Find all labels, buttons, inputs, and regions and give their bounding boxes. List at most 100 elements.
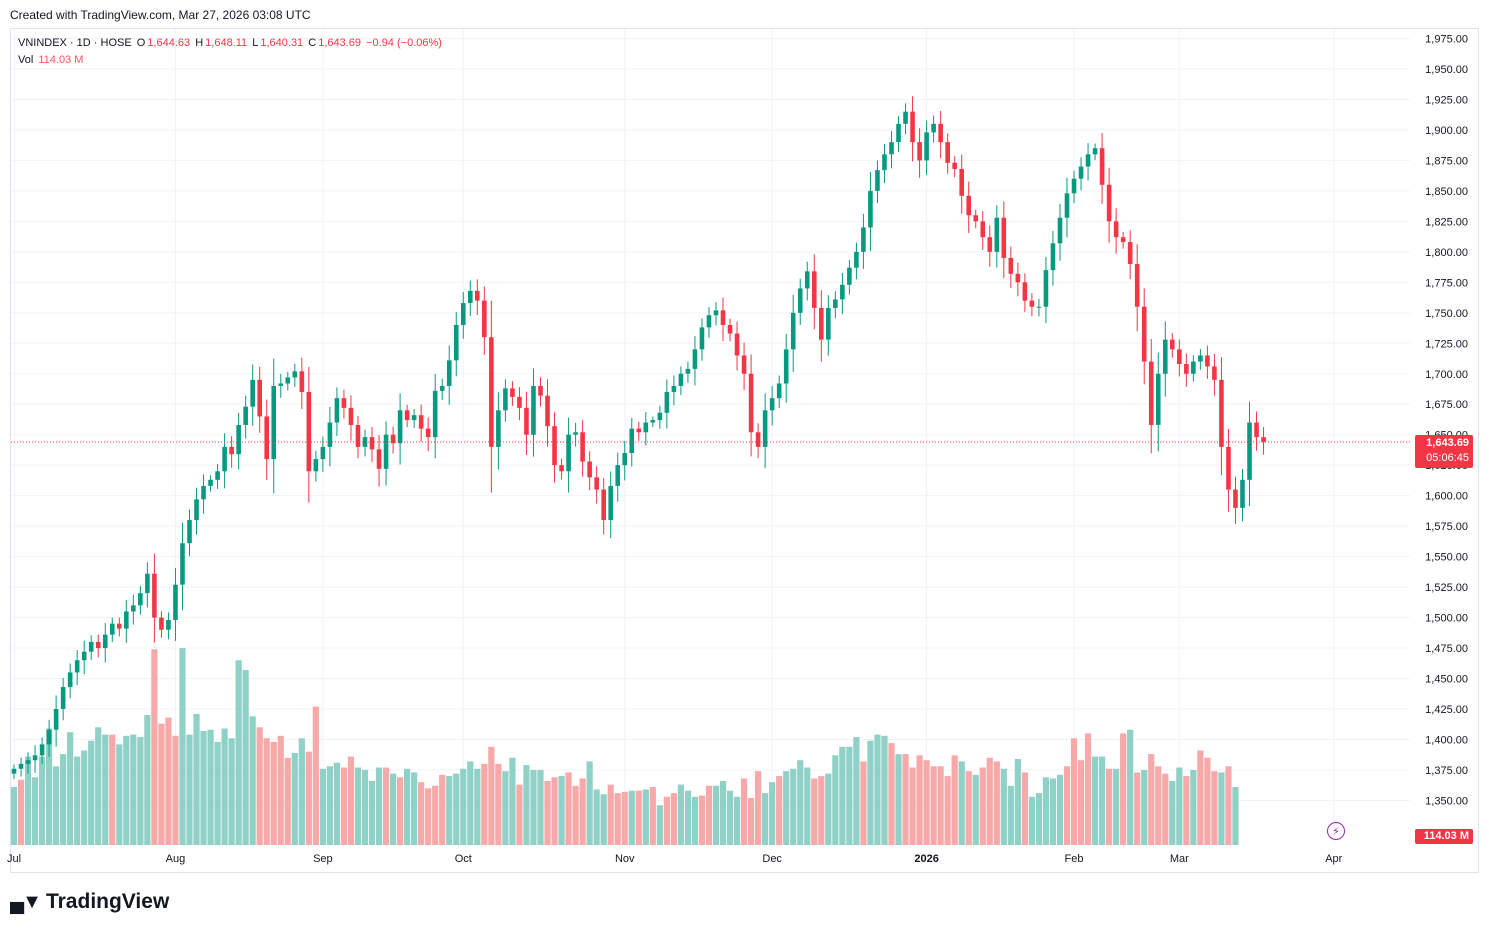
candle-body (285, 377, 291, 384)
volume-bar (67, 732, 74, 845)
volume-bar (347, 756, 355, 845)
candle-body (545, 395, 550, 427)
price-tick-label: 1,950.00 (1425, 64, 1468, 76)
candle-body (671, 385, 677, 393)
candle-body (678, 373, 684, 386)
volume-bar (951, 755, 958, 845)
volume-bar (1190, 769, 1197, 845)
volume-bar (1014, 758, 1021, 845)
volume-bar (1084, 733, 1092, 845)
volume-bar (558, 776, 565, 845)
candle-body (1134, 264, 1140, 307)
candle-body (875, 170, 880, 191)
volume-bar (530, 769, 537, 845)
price-tick-label: 1,550.00 (1425, 552, 1468, 564)
volume-bar (502, 771, 509, 845)
volume-bar (453, 773, 460, 845)
legend-symbol[interactable]: VNINDEX · 1D · HOSE (18, 37, 132, 49)
legend-vol-label[interactable]: Vol (18, 54, 34, 66)
volume-bar (586, 761, 593, 845)
volume-bar (1106, 768, 1113, 845)
candle-body (657, 412, 663, 421)
candle-body (685, 368, 691, 374)
candle-body (833, 299, 838, 308)
candle-body (517, 396, 522, 408)
volume-bar (151, 649, 158, 845)
candle-body (552, 426, 557, 466)
price-tick-label: 1,600.00 (1425, 491, 1468, 503)
volume-bar (748, 797, 755, 845)
candle-body (67, 672, 73, 688)
candle-body (313, 459, 319, 472)
candle-body (903, 111, 908, 124)
volume-bar (474, 768, 481, 845)
volume-bar (1176, 767, 1183, 845)
candle-body (580, 432, 585, 462)
volume-bar (1218, 772, 1225, 845)
candle-body (720, 310, 726, 325)
candle-body (601, 489, 606, 521)
candle-body (1254, 422, 1259, 438)
candle-body (355, 424, 361, 447)
candle-body (257, 379, 262, 417)
candle-body (952, 162, 957, 169)
candle-body (341, 398, 347, 408)
candle-body (776, 383, 782, 399)
volume-bar (74, 756, 81, 845)
last-price-value: 1,643.69 (1426, 437, 1469, 449)
candle-body (1022, 282, 1028, 301)
lightning-icon[interactable]: ⚡ (1327, 822, 1345, 840)
candle-body (755, 432, 761, 447)
volume-bar (1035, 793, 1043, 845)
volume-bar (930, 766, 937, 845)
volume-bar (432, 785, 439, 845)
candle-body (348, 407, 354, 425)
candle-body (1064, 193, 1070, 218)
price-tick-label: 1,475.00 (1425, 643, 1468, 655)
tradingview-logo: ▄▼ TradingView (10, 890, 169, 914)
volume-bar (740, 778, 748, 845)
volume-bar (228, 738, 235, 845)
volume-bar (102, 734, 109, 845)
price-tick-label: 1,500.00 (1425, 613, 1468, 625)
price-tick-label: 1,425.00 (1425, 704, 1468, 716)
bar-countdown: 05:06:45 (1426, 452, 1469, 464)
candle-body (847, 267, 852, 285)
volume-bar (291, 752, 298, 845)
volume-bar (923, 760, 930, 845)
volume-bar (979, 767, 986, 845)
candle-body (762, 410, 768, 447)
last-price-tag: 1,643.69 05:06:45 (1415, 435, 1473, 468)
candle-body (334, 398, 340, 423)
candle-body (924, 132, 929, 161)
volume-bar (446, 776, 453, 845)
volume-bar (909, 767, 916, 845)
candle-body (692, 349, 698, 369)
volume-bar (867, 740, 874, 845)
volume-bar (200, 730, 207, 845)
time-tick-label: Mar (1170, 853, 1189, 865)
candle-body (320, 446, 326, 460)
candles (11, 96, 1266, 779)
candle-body (1212, 366, 1217, 380)
volume-bar (1197, 750, 1204, 845)
candle-body (264, 416, 270, 460)
volume-bar (635, 790, 642, 845)
price-tick-label: 1,825.00 (1425, 216, 1468, 228)
volume-bar (312, 706, 319, 845)
candle-body (397, 410, 403, 444)
candle-body (411, 415, 417, 421)
volume-bar (537, 769, 544, 845)
candle-body (187, 520, 192, 544)
volume-bar (1042, 777, 1050, 845)
volume-bar (516, 784, 523, 845)
price-tick-label: 1,975.00 (1425, 34, 1468, 46)
candle-body (229, 446, 234, 455)
candle-body (510, 388, 515, 397)
volume-bar (656, 805, 663, 845)
legend-row-ohlc: VNINDEX · 1D · HOSE O 1,644.63 H 1,648.11 … (18, 35, 444, 52)
candle-body (145, 573, 150, 594)
volume-bar (214, 741, 221, 845)
candle-body (587, 461, 592, 478)
